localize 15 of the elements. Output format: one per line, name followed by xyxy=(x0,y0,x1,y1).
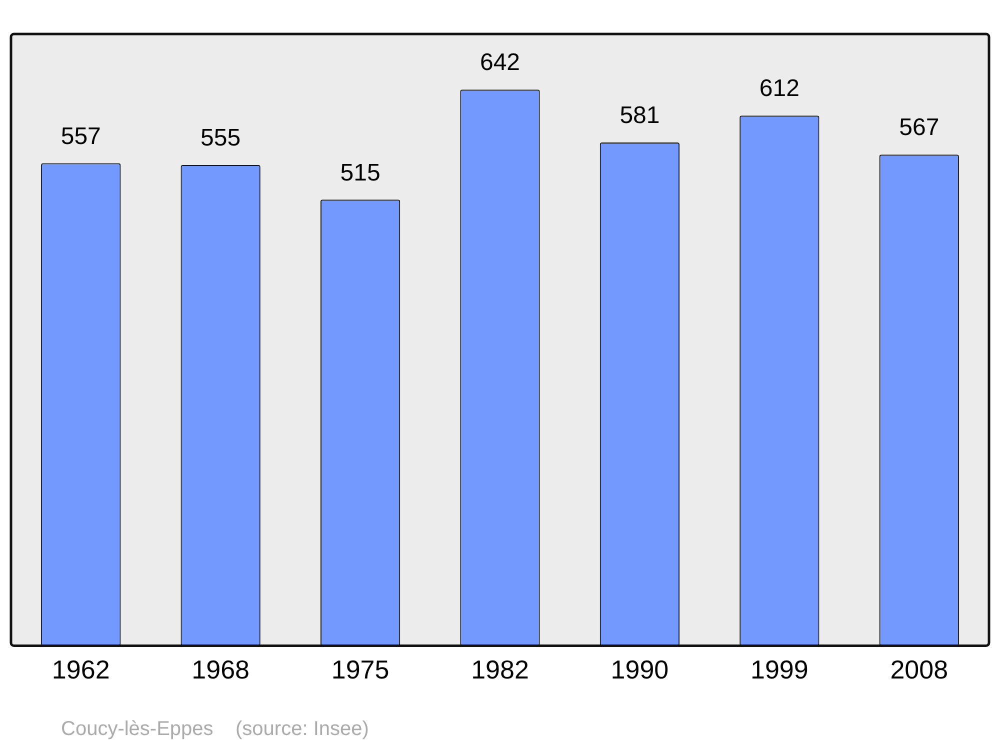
data-label: 515 xyxy=(340,159,380,186)
data-label: 581 xyxy=(620,102,660,130)
data-label: 612 xyxy=(759,75,800,102)
text: Coucy-lès-Eppes (source: Insee) xyxy=(61,718,369,740)
x-tick-label: 1975 xyxy=(331,654,390,685)
data-label: 567 xyxy=(899,114,940,142)
x-tick-label: 1999 xyxy=(750,654,808,685)
data-label: 555 xyxy=(200,124,241,152)
data-label: 642 xyxy=(480,49,520,76)
data-label: 557 xyxy=(60,122,101,150)
x-tick-label: 1968 xyxy=(192,654,250,685)
x-tick-label: 2008 xyxy=(890,654,948,685)
x-tick-label: 1962 xyxy=(52,654,110,685)
x-tick-label: 1990 xyxy=(610,654,669,685)
x-tick-label: 1982 xyxy=(471,654,529,685)
